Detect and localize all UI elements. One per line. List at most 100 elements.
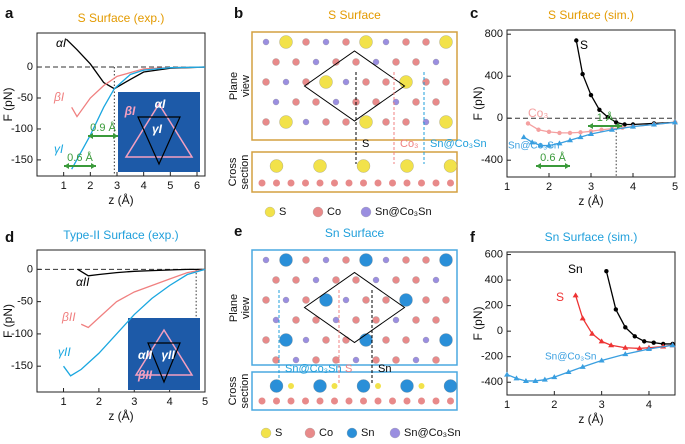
atom <box>439 115 453 129</box>
atom <box>432 276 440 284</box>
x-axis-label: z (Å) <box>108 192 133 207</box>
atom <box>372 316 380 324</box>
data-point <box>599 127 604 132</box>
legend-label: S <box>279 206 286 218</box>
data-point <box>546 142 552 148</box>
atom <box>272 316 280 324</box>
data-point <box>536 127 541 132</box>
legend-swatch <box>360 206 372 218</box>
data-point <box>622 122 627 127</box>
inset-label: βII <box>137 368 153 382</box>
atom <box>331 179 338 187</box>
x-tick-label: 5 <box>167 180 173 192</box>
data-point <box>567 137 573 143</box>
series-line <box>575 40 676 126</box>
atom <box>374 179 382 187</box>
data-point <box>598 357 605 363</box>
panel-letter: f <box>470 229 476 246</box>
data-point <box>546 129 552 135</box>
atom <box>402 38 410 46</box>
atom <box>302 296 310 304</box>
atom <box>273 397 280 405</box>
atom <box>262 78 270 86</box>
inset-pattern <box>134 328 194 376</box>
cross-frame <box>251 151 458 193</box>
legend-swatch <box>389 427 401 439</box>
plot-frame <box>36 249 206 393</box>
atom <box>322 336 330 344</box>
chart-title: S Surface (sim.) <box>548 8 634 22</box>
data-point <box>622 351 629 357</box>
atom <box>302 256 310 264</box>
atom <box>412 356 420 364</box>
atom <box>345 397 353 405</box>
atom <box>332 276 340 284</box>
y-tick-label: 800 <box>485 28 503 40</box>
y-tick-label: 400 <box>485 70 503 82</box>
atom <box>352 316 360 324</box>
data-point <box>630 123 636 129</box>
atom <box>382 118 390 126</box>
atom <box>402 118 410 126</box>
view-label: Plane view <box>228 71 252 101</box>
plane-frame <box>251 31 458 141</box>
series-line <box>77 268 205 277</box>
view-label: Cross section <box>227 154 251 190</box>
site-label: S <box>362 138 369 150</box>
atom <box>272 276 280 284</box>
data-point <box>609 126 615 132</box>
atom <box>312 58 320 66</box>
series-label: γII <box>58 345 71 359</box>
atom <box>313 379 327 393</box>
atom <box>302 179 309 187</box>
series-label: S <box>556 290 564 304</box>
y-tick-label: 400 <box>485 274 503 286</box>
x-tick-label: 2 <box>551 399 557 411</box>
series-label: S <box>580 38 588 52</box>
x-axis-label: z (Å) <box>578 193 603 208</box>
atom <box>345 179 353 187</box>
atom <box>332 316 340 324</box>
series-label: Sn@Co₃Sn <box>508 141 559 152</box>
view-label: Plane view <box>228 293 252 322</box>
data-point <box>557 130 562 136</box>
chart-title: Type-II Surface (exp.) <box>63 228 178 242</box>
atom <box>432 397 440 405</box>
atom <box>442 78 450 86</box>
y-tick-label: -50 <box>17 296 33 308</box>
x-tick-label: 1 <box>504 399 510 411</box>
data-point <box>567 130 573 136</box>
diagram-title: Sn Surface <box>325 226 385 240</box>
y-axis-label: F (pN) <box>1 304 15 338</box>
inset-pattern <box>147 342 181 384</box>
atom <box>272 58 280 66</box>
atom <box>402 256 410 264</box>
data-point <box>597 107 602 113</box>
legend-swatch <box>264 206 276 218</box>
plane-frame <box>251 249 458 366</box>
atom <box>422 296 430 304</box>
data-point <box>598 338 605 344</box>
inset-label: γII <box>161 348 175 362</box>
series-label: Sn <box>568 262 583 276</box>
data-point <box>513 375 520 381</box>
atom <box>412 276 420 284</box>
atom <box>439 333 453 347</box>
atom <box>262 296 270 304</box>
atom <box>312 98 320 106</box>
atom <box>432 98 440 106</box>
atom <box>432 58 440 66</box>
atom <box>392 316 400 324</box>
x-tick-label: 4 <box>646 399 652 411</box>
data-point <box>572 292 579 298</box>
atom <box>372 276 380 284</box>
data-point <box>588 92 594 98</box>
atom <box>432 356 440 364</box>
atom <box>316 179 324 187</box>
atom <box>319 75 333 89</box>
atom <box>432 179 440 187</box>
atom <box>392 276 400 284</box>
data-point <box>608 342 615 348</box>
